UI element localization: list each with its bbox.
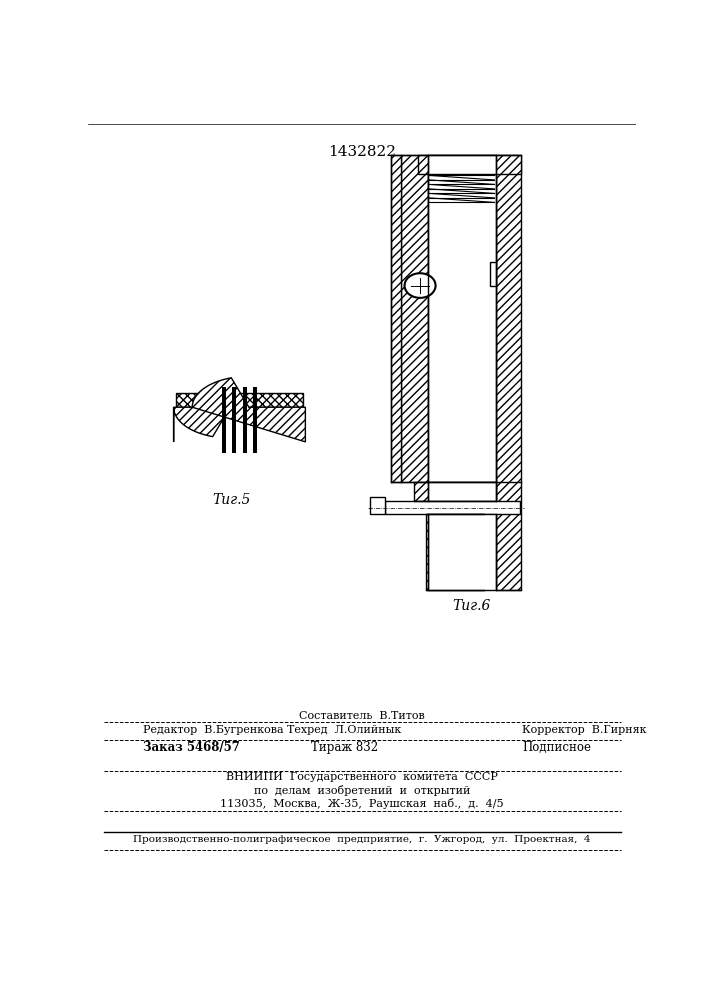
Bar — [418, 155, 521, 174]
Bar — [401, 155, 428, 482]
Bar — [391, 155, 401, 482]
Text: Составитель  В.Титов: Составитель В.Титов — [299, 711, 425, 721]
Text: 113035,  Москва,  Ж-35,  Раушская  наб.,  д.  4/5: 113035, Москва, Ж-35, Раушская наб., д. … — [220, 798, 504, 809]
Bar — [496, 155, 521, 590]
Polygon shape — [192, 378, 305, 442]
Polygon shape — [174, 407, 230, 442]
Ellipse shape — [404, 273, 436, 298]
Text: Производственно-полиграфическое  предприятие,  г.  Ужгород,  ул.  Проектная,  4: Производственно-полиграфическое предприя… — [133, 835, 591, 844]
Text: по  делам  изобретений  и  открытий: по делам изобретений и открытий — [254, 785, 470, 796]
Bar — [370, 497, 385, 514]
Text: Подписное: Подписное — [522, 741, 591, 754]
Text: Тираж 832: Тираж 832 — [310, 741, 378, 754]
Text: 1432822: 1432822 — [328, 145, 396, 159]
Bar — [428, 155, 496, 174]
Bar — [243, 387, 247, 453]
Text: Техред  Л.Олийнык: Техред Л.Олийнык — [287, 725, 402, 735]
Bar — [176, 393, 303, 407]
Bar — [253, 387, 257, 453]
Text: Редактор  В.Бугренкова: Редактор В.Бугренкова — [143, 725, 284, 735]
Text: ВНИИПИ  Государственного  комитета  СССР: ВНИИПИ Государственного комитета СССР — [226, 772, 498, 782]
Text: Корректор  В.Гирняк: Корректор В.Гирняк — [522, 725, 647, 735]
Bar — [385, 501, 520, 514]
Bar — [428, 482, 496, 501]
Text: Τиг.6: Τиг.6 — [452, 599, 491, 613]
Bar — [428, 155, 496, 482]
Bar — [222, 387, 226, 453]
Bar — [426, 514, 484, 590]
Text: Τиг.5: Τиг.5 — [213, 493, 251, 507]
Bar — [490, 262, 496, 286]
Bar — [414, 482, 496, 501]
Text: Заказ 5468/57: Заказ 5468/57 — [143, 741, 240, 754]
Bar — [232, 387, 236, 453]
Bar — [428, 514, 496, 590]
